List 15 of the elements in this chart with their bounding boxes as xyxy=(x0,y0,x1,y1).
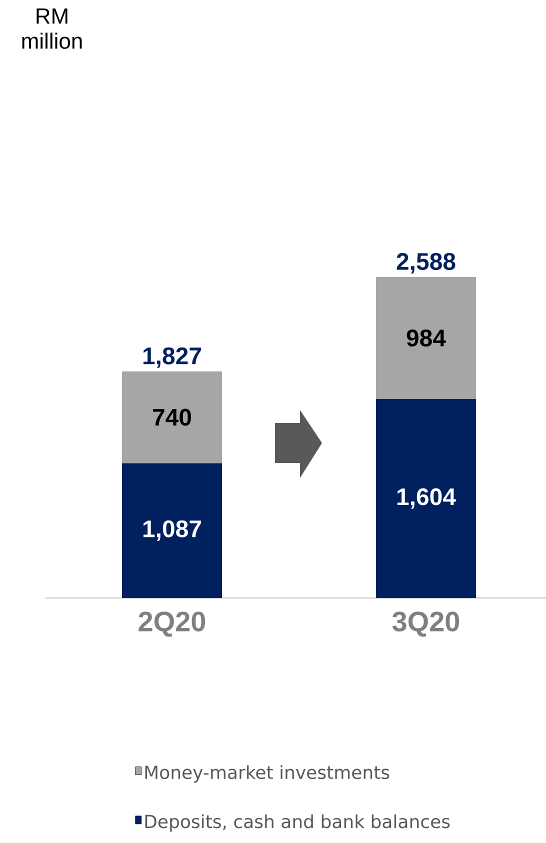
text: RM million xyxy=(22,8,82,49)
legend-label: Money-market investments xyxy=(145,765,389,783)
data-label: 1,604 xyxy=(397,488,456,509)
total-label: 2,588 xyxy=(396,252,456,274)
bar xyxy=(376,276,476,400)
bar xyxy=(122,463,222,598)
data-label: 984 xyxy=(406,330,446,347)
bar xyxy=(122,371,222,464)
x-tick-label: 2Q20 xyxy=(138,612,205,637)
x-tick-label: 3Q20 xyxy=(392,612,459,637)
total-label: 1,827 xyxy=(143,347,201,368)
bar xyxy=(376,399,476,598)
data-label: 740 xyxy=(152,408,191,426)
legend-label: Deposits, cash and bank balances xyxy=(145,814,450,832)
data-label: 1,087 xyxy=(143,520,201,541)
